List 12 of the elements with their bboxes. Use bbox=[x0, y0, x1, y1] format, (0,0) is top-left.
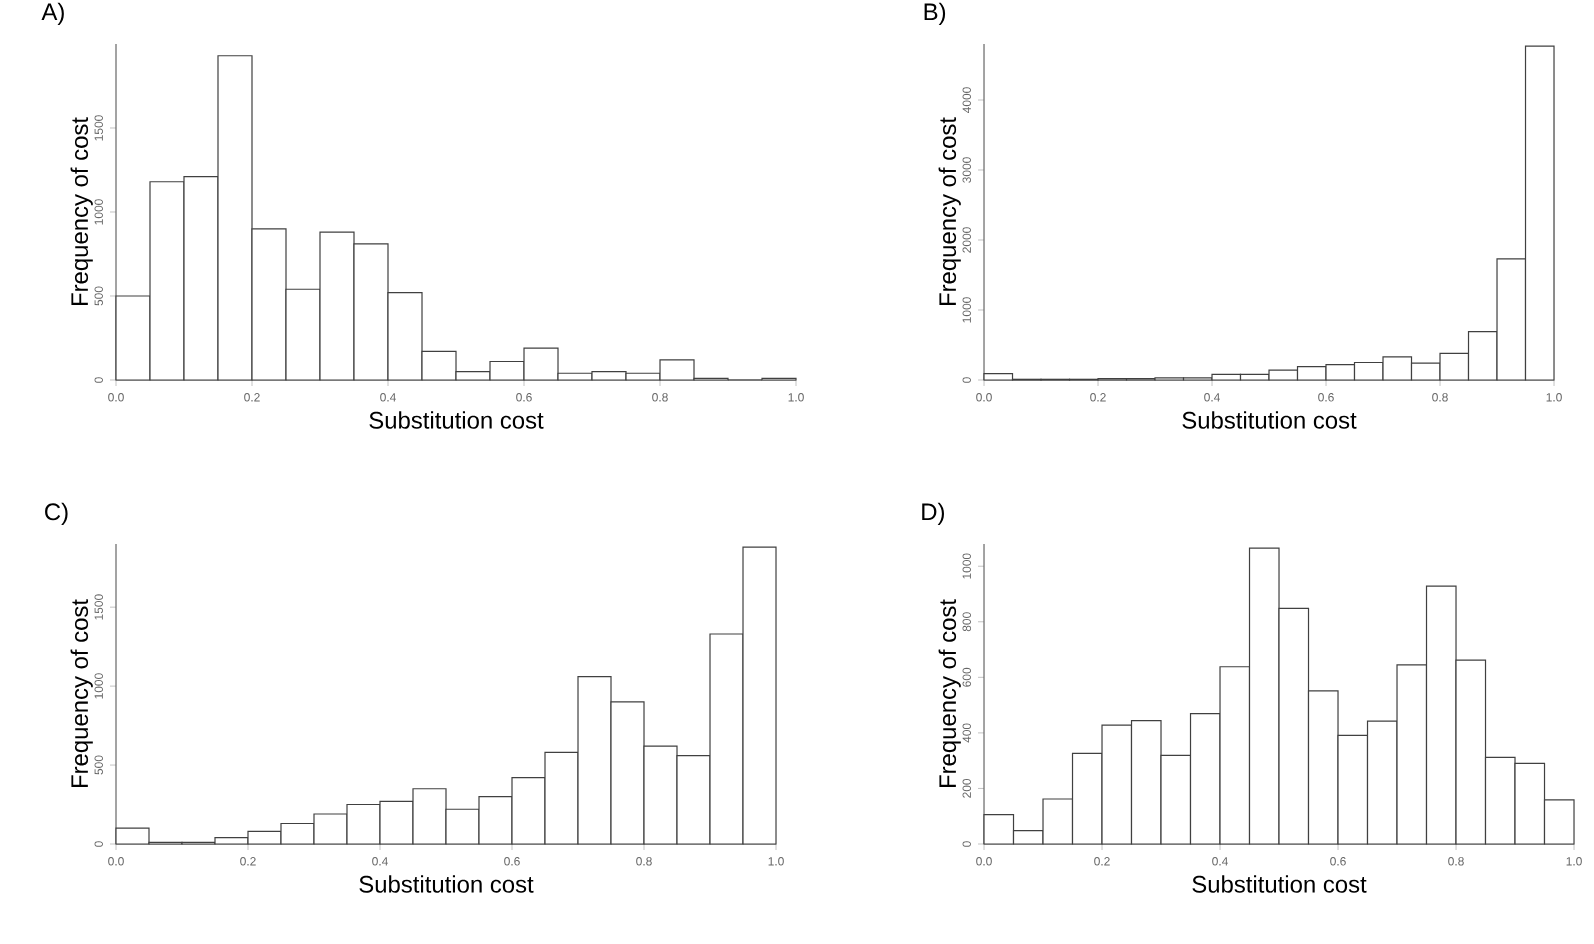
x-axis-title: Substitution cost bbox=[1182, 411, 1357, 429]
chart-title: A) bbox=[41, 2, 64, 25]
chart-title: C) bbox=[45, 502, 68, 525]
x-axis-title: Substitution cost bbox=[369, 411, 544, 429]
y-axis-title: Frequency of cost bbox=[938, 599, 961, 788]
y-axis-title: Frequency of cost bbox=[70, 599, 93, 788]
x-axis-title: Substitution cost bbox=[1192, 875, 1367, 893]
x-axis-title: Substitution cost bbox=[359, 875, 534, 893]
chart-title: D) bbox=[922, 502, 944, 525]
y-axis-title: Frequency of cost bbox=[938, 117, 961, 306]
chart-title: B) bbox=[924, 2, 946, 25]
y-axis-title: Frequency of cost bbox=[70, 117, 93, 306]
